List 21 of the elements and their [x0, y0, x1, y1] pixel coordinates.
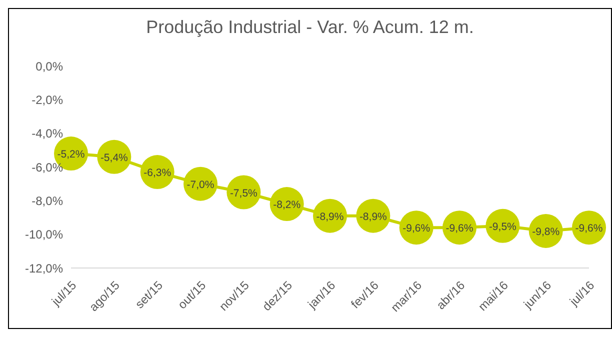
data-label: -9,6%	[402, 222, 430, 235]
data-label: -5,2%	[57, 148, 85, 161]
data-label: -9,6%	[575, 222, 603, 235]
y-tick-label: -6,0%	[32, 160, 64, 174]
y-tick-label: -10,0%	[24, 228, 64, 242]
y-tick-label: -8,0%	[32, 194, 64, 208]
data-label: -5,4%	[100, 152, 128, 164]
data-label: -9,8%	[532, 226, 560, 238]
data-label: -8,9%	[359, 210, 387, 223]
data-label: -9,6%	[446, 222, 474, 235]
data-label: -7,5%	[230, 187, 258, 200]
data-label: -6,3%	[144, 167, 172, 180]
y-tick-label: 0,0%	[36, 59, 64, 74]
data-label: -7,0%	[186, 178, 214, 191]
data-label: -8,2%	[273, 199, 301, 212]
y-tick-label: -2,0%	[32, 92, 64, 107]
chart-title: Produção Industrial - Var. % Acum. 12 m.	[145, 17, 475, 38]
data-label: -8,9%	[316, 210, 344, 223]
y-tick-label: -4,0%	[32, 126, 64, 141]
y-tick-label: -12,0%	[24, 261, 64, 276]
data-label: -9,5%	[488, 220, 516, 233]
